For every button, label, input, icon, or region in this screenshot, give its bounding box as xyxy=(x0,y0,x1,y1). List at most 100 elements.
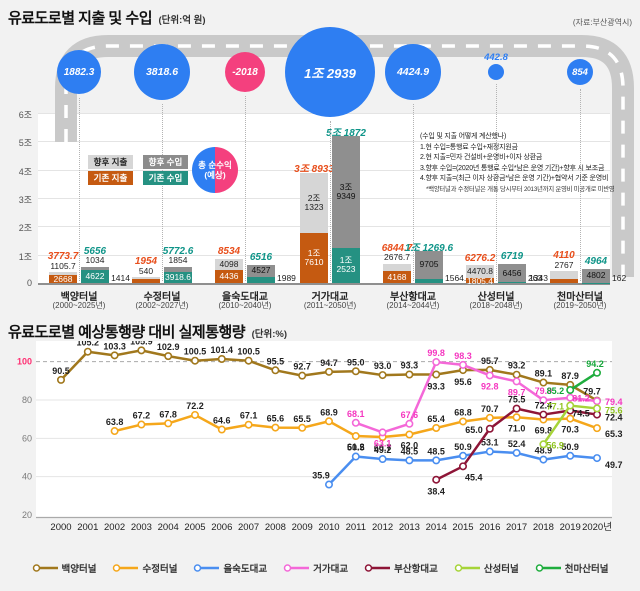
bar-group-name: 천마산터널 xyxy=(557,292,603,303)
data-point-label: 56.9 xyxy=(546,440,564,450)
data-point-label: 79.4 xyxy=(605,397,623,407)
segment-value-label: 1034 xyxy=(85,255,105,266)
data-point xyxy=(512,448,521,457)
bar-group-period: (2000~2025년) xyxy=(52,301,106,310)
bar-group-period: (2011~2050년) xyxy=(303,301,357,310)
bar-segment-existing xyxy=(383,271,411,283)
data-point xyxy=(539,455,548,464)
stacked-bar xyxy=(582,268,610,283)
bar-gridline xyxy=(38,169,610,171)
bar-group-name: 거가대교 xyxy=(311,292,349,303)
legend-future-income: 향후 수입 xyxy=(143,155,188,169)
data-point-label: 79.7 xyxy=(583,387,601,397)
y-tick: 80 xyxy=(22,395,32,405)
data-point xyxy=(405,419,414,428)
legend-marker xyxy=(32,564,58,572)
legend-future-expense: 향후 지출 xyxy=(88,155,133,169)
segment-value-label: 4436 xyxy=(219,271,239,282)
x-tick-label: 2013 xyxy=(399,522,420,533)
bar-segment-existing xyxy=(49,275,77,283)
data-point-label: 63.8 xyxy=(106,417,124,427)
stacked-bar xyxy=(550,271,578,283)
net-profit-bubble: 3818.6 xyxy=(134,44,190,100)
data-point-label: 74.5 xyxy=(572,409,590,419)
bar-segment-future xyxy=(415,251,443,279)
line-chart-legend: 백양터널 수정터널 을숙도대교 거가대교 부산항대교 산성터널 천마산터널 xyxy=(0,561,640,575)
data-point-label: 48.9 xyxy=(535,446,553,456)
data-point-label: 64.6 xyxy=(213,416,231,426)
x-tick-label: 2015 xyxy=(452,522,473,533)
data-point-label: 67.1 xyxy=(240,411,258,421)
data-point-label: 95.7 xyxy=(481,356,499,366)
note-line: (수입 및 지출 어떻게 계산했나) xyxy=(420,133,507,140)
bar-segment-existing xyxy=(81,269,109,283)
data-point-label: 98.3 xyxy=(454,351,472,361)
segment-value-label: 1414 xyxy=(111,272,130,283)
data-point-label: 95.5 xyxy=(267,356,285,366)
segment-value-label: 4622 xyxy=(85,270,105,281)
data-point xyxy=(432,358,441,367)
legend-label: 거가대교 xyxy=(313,564,349,575)
data-point-label: 90.5 xyxy=(52,366,70,376)
data-point xyxy=(592,424,601,433)
data-point xyxy=(271,423,280,432)
legend-marker xyxy=(535,564,561,572)
data-point-label: 61.2 xyxy=(347,442,365,452)
total-value-label: 4110 xyxy=(553,250,575,262)
bubble-connector-line xyxy=(79,98,80,281)
total-value-label: 6276.2 xyxy=(464,252,496,264)
data-point xyxy=(512,377,521,386)
data-point xyxy=(244,420,253,429)
bar-segment-existing xyxy=(332,247,360,283)
total-value-label: 5조 1872 xyxy=(326,127,366,139)
total-value-label: 5772.6 xyxy=(162,245,194,257)
data-point-label: 68.1 xyxy=(347,409,365,419)
bottom-chart-unit: (단위:%) xyxy=(251,329,287,340)
bubble-connector-line xyxy=(330,121,331,281)
data-point-label: 100.5 xyxy=(184,347,207,357)
legend-item-천마산터널: 천마산터널 xyxy=(535,561,608,575)
data-point-label: 53.1 xyxy=(481,438,499,448)
data-point-label: 94.2 xyxy=(586,359,604,369)
data-point xyxy=(566,451,575,460)
stacked-bar xyxy=(383,263,411,283)
data-point xyxy=(566,386,575,395)
segment-value-label: 6456 xyxy=(502,267,522,278)
legend-existing-expense: 기존 지출 xyxy=(88,170,133,185)
segment-value-label: 1989 xyxy=(277,272,296,283)
bar-gridline xyxy=(38,141,610,143)
stacked-bar xyxy=(247,264,275,283)
legend-item-거가대교: 거가대교 xyxy=(283,561,348,575)
data-point-label: 67.6 xyxy=(401,410,419,420)
y-axis-tick-label: 1조 xyxy=(18,251,32,262)
data-point xyxy=(458,451,467,460)
segment-value-label: 4098 xyxy=(219,259,239,270)
total-value-label: 3773.7 xyxy=(47,251,79,263)
data-point-label: 70.3 xyxy=(561,425,579,435)
data-point-label: 94.7 xyxy=(320,358,338,368)
total-value-label: 5656 xyxy=(83,245,107,257)
toll-road-finance-chart: 유료도로별 지출 및 수입 (단위:억 원) (자료:부산광역시) 6조 5조 4조… xyxy=(8,10,634,310)
bubble-connector-line xyxy=(413,104,414,281)
data-point xyxy=(458,462,467,471)
data-point-label: 67.8 xyxy=(159,409,177,419)
bar-baseline xyxy=(38,283,610,285)
total-value-label: 6516 xyxy=(249,252,273,264)
data-point-label: 87.9 xyxy=(561,371,579,381)
data-point xyxy=(378,455,387,464)
data-point-label: 67.2 xyxy=(133,411,151,421)
segment-value-label: 1105.7 xyxy=(50,260,76,271)
data-point-label: 93.3 xyxy=(427,382,445,392)
bar-group-name: 을숙도대교 xyxy=(222,292,268,303)
data-point xyxy=(512,404,521,413)
legend-item-을숙도대교: 을숙도대교 xyxy=(193,561,267,575)
legend-marker xyxy=(113,564,139,572)
data-point-label: 100.5 xyxy=(237,347,260,357)
data-point-label: 50.9 xyxy=(561,442,579,452)
x-tick-label: 2014 xyxy=(426,522,447,533)
legend-marker xyxy=(194,564,220,572)
bar-group-period: (2014~2044년) xyxy=(386,301,440,310)
segment-value-label: 1343 xyxy=(529,272,548,283)
y-tick: 20 xyxy=(22,510,32,520)
segment-value-label: 1564.6 xyxy=(445,272,471,283)
